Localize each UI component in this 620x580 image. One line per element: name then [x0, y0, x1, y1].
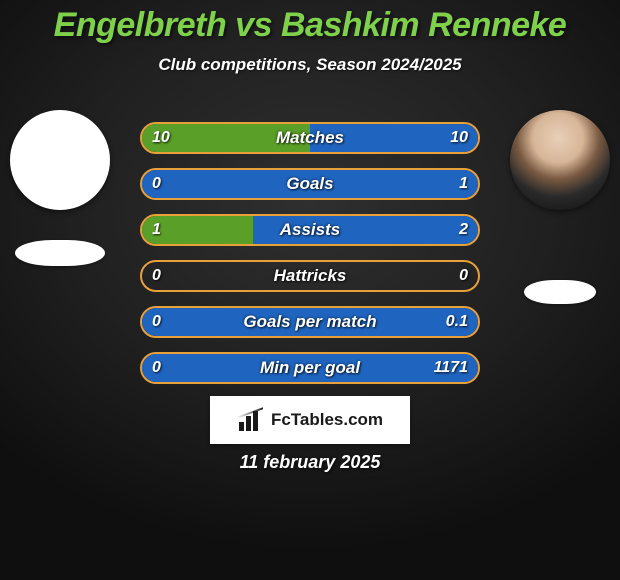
- stat-row: 1010Matches: [140, 122, 480, 154]
- player-right-flag: [524, 280, 596, 304]
- stat-label: Goals: [142, 170, 478, 198]
- player-left-avatar: [10, 110, 110, 210]
- player-left-column: [0, 110, 120, 266]
- stats-container: 1010Matches 01Goals 12Assists 00Hattricks 00…: [140, 122, 480, 384]
- stat-label: Min per goal: [142, 354, 478, 382]
- stat-label: Matches: [142, 124, 478, 152]
- source-badge: FcTables.com: [210, 396, 410, 444]
- player-left-flag: [15, 240, 105, 266]
- stat-row: 12Assists: [140, 214, 480, 246]
- player-right-column: [500, 110, 620, 304]
- subtitle: Club competitions, Season 2024/2025: [0, 55, 620, 75]
- fctables-icon: [237, 409, 265, 431]
- stat-row: 01171Min per goal: [140, 352, 480, 384]
- stat-row: 01Goals: [140, 168, 480, 200]
- source-badge-text: FcTables.com: [271, 410, 383, 430]
- date-text: 11 february 2025: [0, 452, 620, 473]
- page-title: Engelbreth vs Bashkim Renneke: [0, 0, 620, 45]
- stat-label: Assists: [142, 216, 478, 244]
- stat-label: Hattricks: [142, 262, 478, 290]
- stat-row: 00.1Goals per match: [140, 306, 480, 338]
- player-right-avatar: [510, 110, 610, 210]
- card: Engelbreth vs Bashkim Renneke Club compe…: [0, 0, 620, 580]
- stat-label: Goals per match: [142, 308, 478, 336]
- stat-row: 00Hattricks: [140, 260, 480, 292]
